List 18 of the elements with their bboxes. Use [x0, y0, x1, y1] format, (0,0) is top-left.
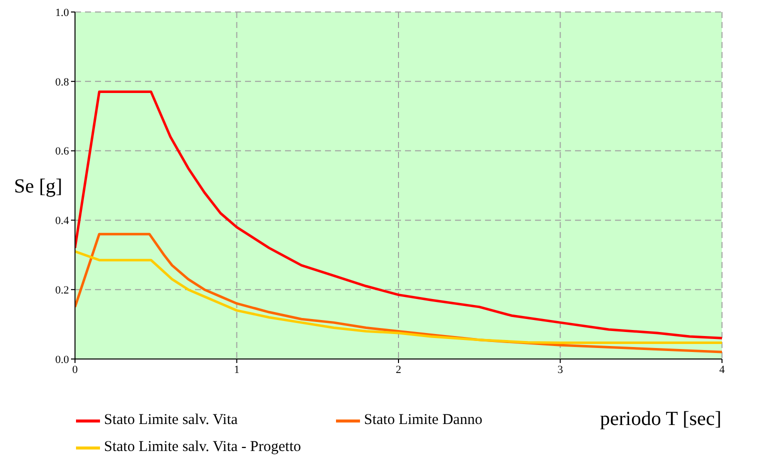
y-tick-label: 0.6	[55, 146, 70, 158]
line-series	[75, 90, 722, 340]
x-tick-label: 4	[719, 364, 726, 376]
x-tick-label: 0	[72, 364, 78, 376]
x-tick-label: 1	[234, 364, 240, 376]
x-axis-title: periodo T [sec]	[600, 408, 722, 431]
y-tick-label: 0.2	[55, 284, 69, 297]
y-tick-label: 1.0	[55, 6, 70, 19]
x-tick-label: 2	[396, 364, 402, 376]
y-tick-label: 0.4	[55, 215, 70, 228]
legend-label: Stato Limite salv. Vita - Progetto	[104, 439, 301, 456]
x-tick-label: 3	[558, 364, 564, 376]
line-series	[75, 250, 722, 344]
y-axis-title: Se [g]	[14, 176, 62, 198]
y-tick-label: 0.0	[55, 354, 70, 366]
legend-label: Stato Limite salv. Vita	[104, 412, 238, 429]
legend-label: Stato Limite Danno	[364, 412, 482, 429]
y-tick-label: 0.8	[55, 76, 70, 88]
